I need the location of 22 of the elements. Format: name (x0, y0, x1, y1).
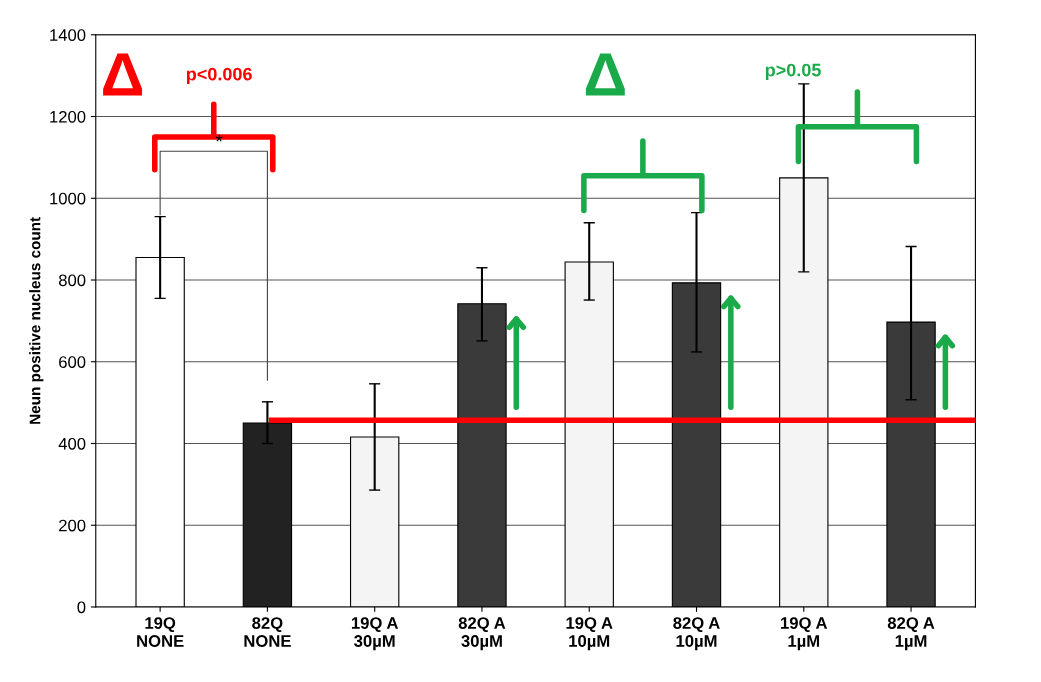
annotation: p>0.05 (765, 63, 821, 80)
annotation: * (215, 134, 223, 142)
annotation: p<0.006 (186, 67, 252, 85)
y-tick-label: 400 (58, 437, 86, 450)
y-tick-label: 0 (77, 601, 86, 614)
y-tick-label: 800 (58, 274, 86, 287)
y-axis-title: Neun positive nucleus count (29, 217, 44, 424)
x-tick-label: 82Q A 10µM (673, 617, 720, 651)
annotation: Δ (585, 53, 625, 96)
y-tick-label: 1200 (50, 110, 86, 123)
x-tick-label: 19Q A 30µM (351, 617, 399, 651)
x-tick-label: 19Q A 1µM (781, 617, 828, 651)
x-tick-label: 19Q NONE (137, 617, 184, 647)
annotation: Δ (103, 53, 143, 96)
x-tick-label: 19Q A 10µM (566, 617, 613, 651)
y-tick-label: 200 (59, 519, 86, 532)
y-tick-label: 1000 (50, 192, 86, 205)
y-tick-label: 1400 (50, 29, 86, 41)
x-tick-label: 82Q NONE (244, 617, 291, 647)
y-tick-label: 600 (59, 356, 86, 368)
x-tick-label: 82Q A 30µM (458, 617, 506, 651)
x-tick-label: 82Q A 1µM (887, 617, 935, 651)
